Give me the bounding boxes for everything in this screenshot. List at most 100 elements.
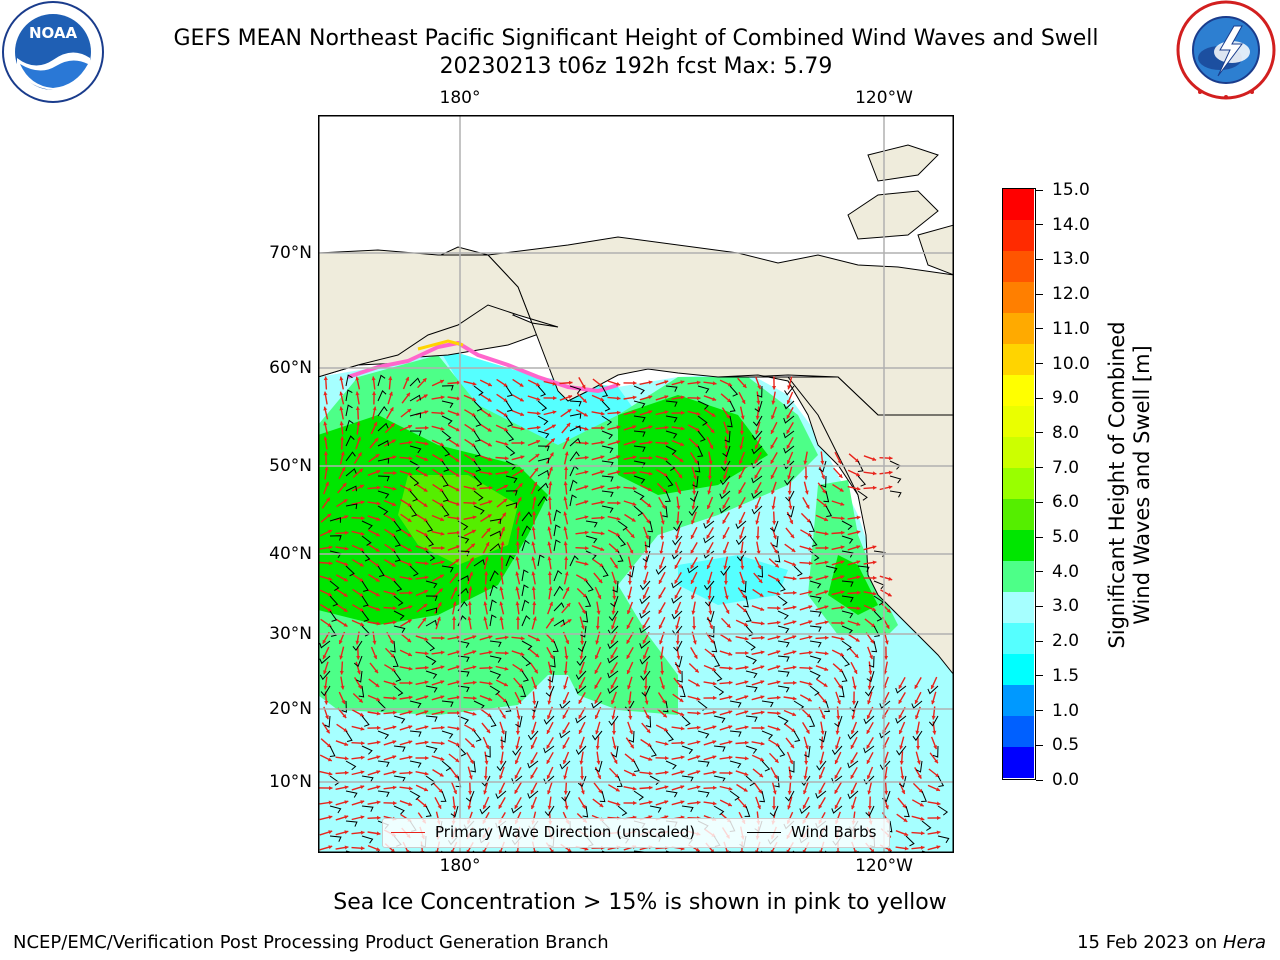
wave-arrow-head [440, 665, 445, 670]
wind-barb [425, 535, 435, 547]
wave-arrow-head [884, 790, 889, 795]
wave-arrow-head [804, 490, 809, 495]
wave-arrow-head [808, 635, 813, 640]
wave-arrow-head [471, 529, 476, 534]
wind-barb [841, 610, 854, 619]
wind-barb [777, 610, 789, 620]
wave-arrow-head [408, 456, 413, 461]
wave-arrow-head [344, 756, 349, 761]
wave-arrow-head [407, 518, 412, 522]
wave-arrow-head [323, 391, 328, 396]
wind-barb [393, 715, 406, 724]
wave-arrow-head [344, 562, 349, 566]
wave-arrow-head [678, 474, 682, 479]
wave-arrow-head [899, 760, 904, 765]
wind-barb [320, 685, 331, 697]
wave-arrow-head [774, 758, 779, 763]
wind-barb [610, 595, 619, 608]
wave-arrow-head [392, 681, 397, 686]
wave-arrow-head [456, 742, 460, 747]
wind-barb [671, 610, 683, 620]
wind-barb [345, 419, 354, 432]
wave-arrow-head [693, 654, 698, 659]
wave-arrow-head [887, 592, 892, 597]
wave-arrow-head [708, 460, 713, 465]
footer-branch: NCEP/EMC/Verification Post Processing Pr… [13, 932, 609, 953]
wave-arrow-head [754, 444, 759, 449]
wind-barb [425, 520, 434, 532]
wave-arrow-head [834, 789, 839, 794]
wind-barb [689, 490, 699, 503]
wind-barb [904, 805, 910, 818]
wave-arrow-head [710, 429, 715, 433]
wind-barb [863, 715, 875, 725]
wind-barb [823, 490, 830, 503]
wave-arrow-head [645, 714, 650, 719]
wind-barb [355, 670, 363, 683]
wave-arrow-head [792, 620, 797, 625]
wave-arrow-head [441, 636, 445, 641]
wave-arrow-head [578, 699, 583, 704]
wave-arrow-head [565, 437, 570, 442]
wave-arrow-head [579, 745, 583, 750]
wind-barb [665, 385, 678, 392]
wave-arrow-head [339, 376, 344, 381]
wave-arrow-head [440, 725, 445, 730]
wave-arrow-head [739, 535, 743, 540]
wave-arrow-head [742, 594, 746, 599]
wave-arrow-head [498, 789, 503, 794]
wave-arrow-head [681, 410, 685, 415]
wave-arrow-head [488, 650, 493, 655]
wave-arrow-head [728, 786, 733, 791]
wave-arrow-head [424, 441, 429, 446]
wave-arrow-head [562, 744, 567, 749]
wave-arrow-head [343, 592, 348, 597]
wave-arrow-head [516, 526, 521, 531]
wind-barb [628, 730, 635, 743]
colorbar-tick-mark [1036, 397, 1043, 399]
wave-arrow-head [819, 760, 824, 765]
wind-barb [662, 505, 668, 518]
wave-arrow-head [532, 616, 537, 621]
wave-arrow-head [741, 580, 745, 585]
wave-arrow-head [824, 560, 829, 565]
wave-arrow-head [680, 712, 685, 716]
wind-barb [553, 539, 561, 552]
wave-arrow-head [759, 757, 764, 762]
wave-arrow-head [407, 533, 412, 537]
wave-arrow-head [706, 519, 711, 524]
wind-barb [377, 490, 390, 499]
wave-arrow-head [790, 534, 795, 539]
wind-barb [441, 730, 454, 739]
wave-arrow-head [424, 665, 429, 670]
wave-arrow-head [728, 710, 733, 715]
wind-barb [425, 619, 437, 627]
wave-arrow-head [696, 380, 701, 385]
wave-arrow-head [610, 654, 615, 659]
wave-arrow-head [594, 699, 599, 704]
wave-arrow-head [744, 636, 749, 641]
wave-arrow-head [696, 696, 701, 701]
wave-arrow-head [339, 391, 344, 396]
colorbar-tick-label: 9.0 [1052, 388, 1080, 409]
wind-barb [697, 430, 706, 442]
wind-barb [345, 730, 353, 742]
wave-arrow-head [487, 514, 492, 519]
wind-barb [377, 406, 388, 417]
wave-arrow-head [344, 546, 349, 551]
wave-arrow-head [452, 616, 457, 620]
wind-barb [783, 400, 795, 410]
wind-barb [697, 415, 708, 426]
wave-arrow-head [760, 635, 765, 640]
wave-arrow-head [407, 409, 412, 413]
wave-arrow-head [328, 845, 333, 850]
wave-arrow-head [324, 466, 329, 471]
wave-arrow-head [850, 789, 855, 794]
wind-barb [809, 715, 816, 727]
wave-arrow-head [389, 639, 394, 644]
wave-arrow-head [440, 695, 445, 700]
wave-arrow-head [696, 800, 701, 805]
wave-arrow-head [678, 684, 683, 688]
wave-arrow-head [728, 755, 733, 760]
wave-arrow-head [756, 550, 761, 555]
